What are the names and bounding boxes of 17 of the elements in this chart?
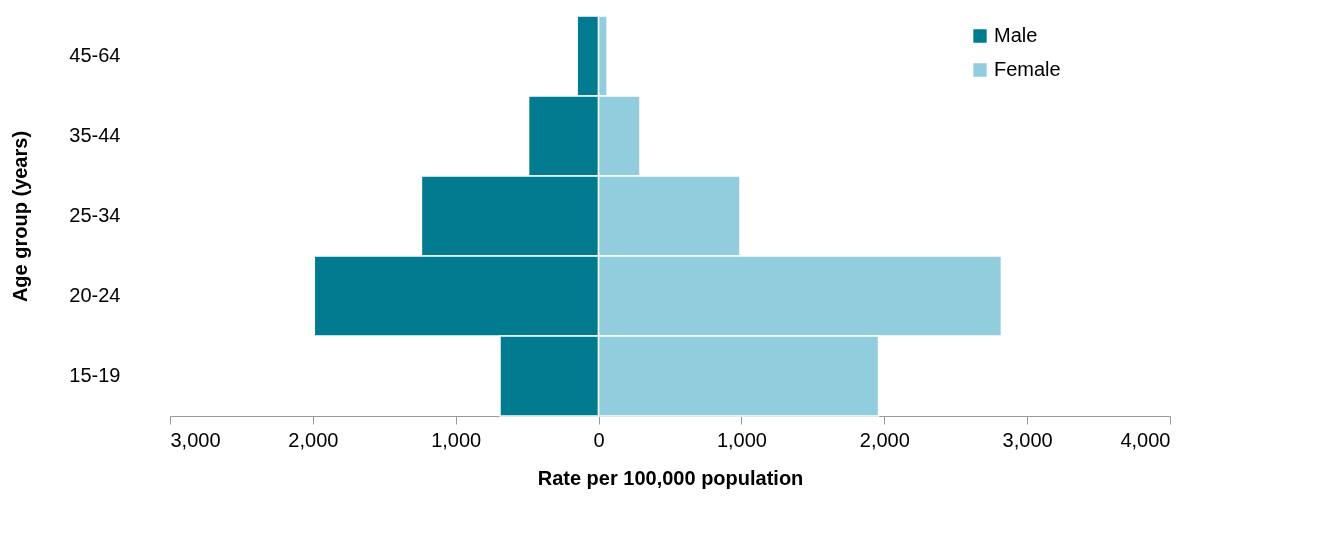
x-tick-label: 1,000 bbox=[716, 428, 767, 451]
x-tick-label: 3,000 bbox=[170, 428, 221, 451]
x-tick-label: 4,000 bbox=[1120, 428, 1171, 451]
x-tick-label: 0 bbox=[593, 428, 605, 451]
legend-label: Female bbox=[994, 58, 1061, 80]
x-tick-label: 3,000 bbox=[1002, 428, 1053, 451]
legend-label: Male bbox=[994, 24, 1038, 46]
y-tick-label: 35-44 bbox=[69, 124, 121, 146]
x-axis-title: Rate per 100,000 population bbox=[537, 466, 804, 489]
x-tick-label: 2,000 bbox=[859, 428, 910, 451]
y-tick-label: 15-19 bbox=[69, 364, 121, 386]
x-tick-label: 2,000 bbox=[288, 428, 339, 451]
x-tick-label: 1,000 bbox=[431, 428, 482, 451]
y-tick-label: 20-24 bbox=[69, 284, 121, 306]
y-axis-title: Age group (years) bbox=[8, 130, 31, 303]
y-tick-label: 45-64 bbox=[69, 44, 121, 66]
y-tick-label: 25-34 bbox=[69, 204, 121, 226]
